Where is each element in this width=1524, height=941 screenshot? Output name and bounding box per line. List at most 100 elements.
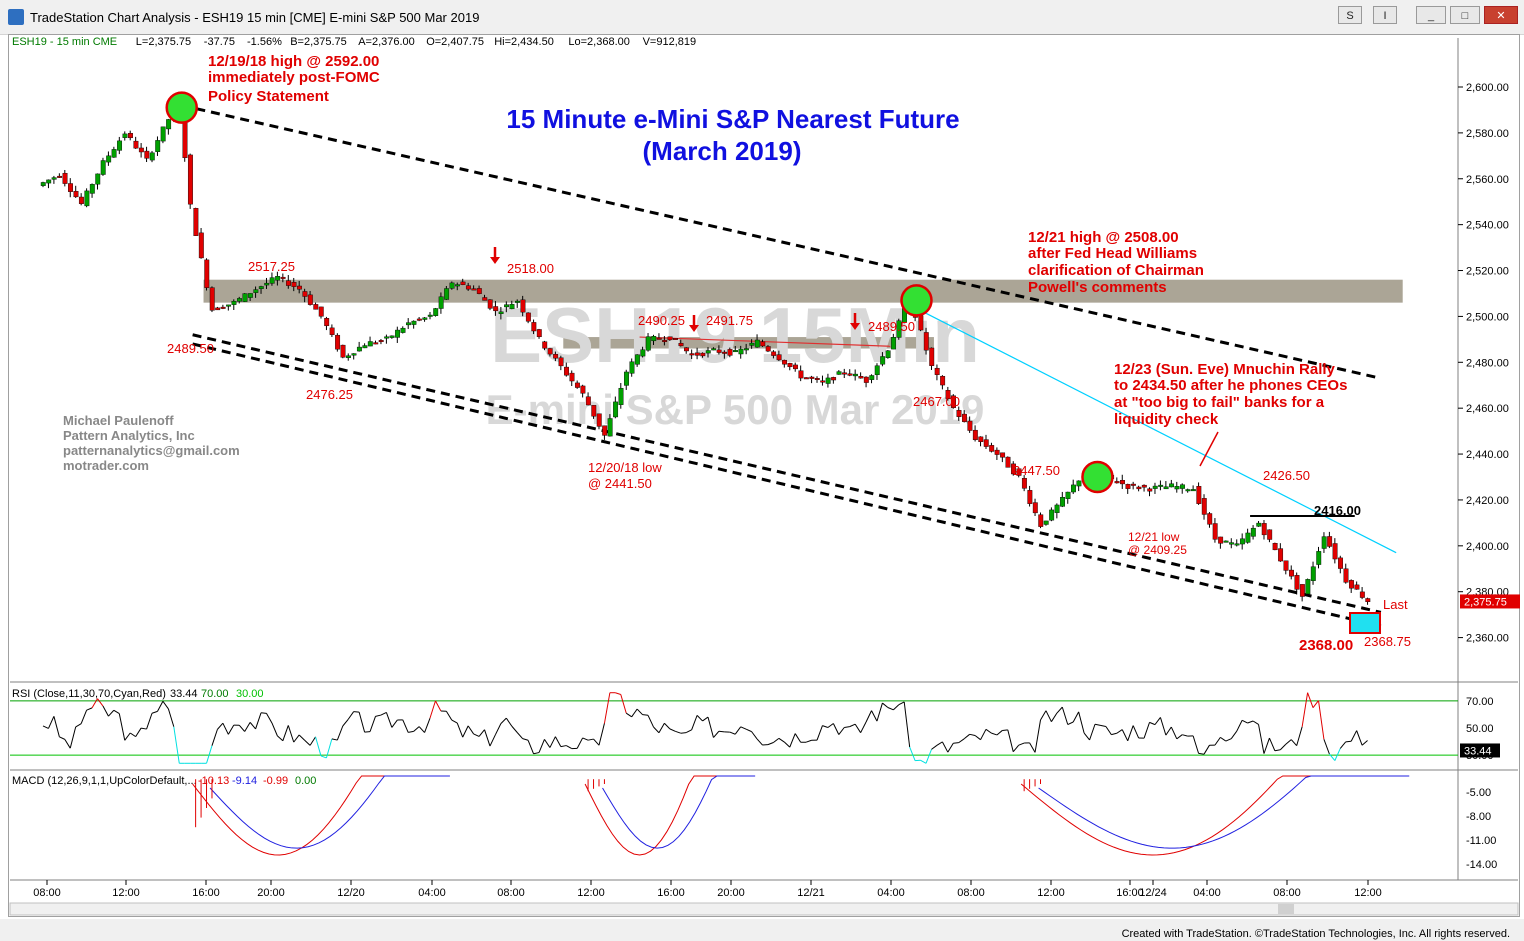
macd-value-4: 0.00 [295, 775, 316, 787]
rsi-segment [844, 726, 850, 728]
rsi-segment [849, 723, 856, 728]
rsi-segment [91, 698, 98, 709]
rsi-segment [740, 726, 747, 730]
rsi-segment [298, 734, 305, 741]
annotation-label: immediately post-FOMC [208, 69, 380, 86]
rsi-segment [1002, 729, 1008, 731]
rsi-segment [920, 759, 927, 764]
close-button[interactable]: ✕ [1484, 6, 1518, 24]
rsi-last-flag [1460, 743, 1500, 758]
rsi-segment [1230, 730, 1238, 739]
status-bar [0, 919, 1524, 941]
rsi-os-level: 30.00 [236, 688, 264, 700]
header-field: L=2,375.75 [136, 36, 191, 48]
rsi-segment [1356, 730, 1363, 746]
candle [1201, 498, 1207, 515]
author-line: Pattern Analytics, Inc [63, 428, 195, 443]
rsi-segment [1220, 736, 1227, 742]
candle [1065, 491, 1071, 499]
candle [738, 348, 744, 355]
callout-line [1199, 431, 1219, 467]
rsi-segment [1317, 700, 1325, 740]
symbol-button[interactable]: S [1338, 6, 1362, 24]
time-tick-label: 12:00 [1037, 887, 1065, 899]
macd-tick-label: -11.00 [1466, 835, 1496, 847]
candle [1049, 509, 1055, 521]
candle [356, 346, 362, 352]
candle [536, 329, 542, 338]
candle [1207, 513, 1213, 525]
minimize-button[interactable]: _ [1416, 6, 1446, 24]
rsi-segment [102, 705, 109, 717]
rsi-segment [1111, 732, 1117, 736]
horizontal-scrollbar[interactable] [9, 902, 1519, 916]
candle [335, 334, 341, 350]
candle [160, 126, 166, 142]
candle [166, 119, 172, 130]
rsi-segment [1061, 706, 1069, 725]
rsi-segment [1165, 726, 1172, 736]
candle [885, 350, 891, 358]
time-tick-label: 16:00 [657, 887, 685, 899]
annotation-label: 2490.25 [638, 313, 685, 328]
candle [1180, 484, 1185, 489]
chart-frame [8, 34, 1520, 917]
candle [1294, 575, 1300, 590]
rsi-segment [1018, 742, 1025, 746]
rsi-segment [538, 739, 545, 753]
candle [847, 373, 853, 376]
time-tick-label: 08:00 [957, 887, 985, 899]
candle [1141, 484, 1147, 488]
rsi-segment [696, 715, 703, 722]
time-tick-label: 12/20 [337, 887, 365, 899]
high-circle-1223 [1081, 460, 1114, 494]
rsi-segment [1350, 730, 1358, 742]
candle [553, 353, 559, 359]
rsi-segment [1203, 744, 1210, 755]
candle [482, 297, 488, 301]
price-tick-label: 2,520.00 [1466, 266, 1509, 278]
candle [1354, 584, 1360, 590]
time-tick-label: 12:00 [577, 887, 605, 899]
candle [1343, 568, 1349, 583]
candle [78, 196, 84, 204]
rsi-segment [1050, 712, 1058, 722]
candle [951, 395, 956, 408]
rsi-segment [1159, 717, 1167, 736]
rsi-segment [369, 716, 376, 732]
candle [1321, 536, 1327, 549]
candle [242, 293, 248, 302]
header-field: A=2,376.00 [358, 36, 415, 48]
scrollbar-thumb[interactable] [1278, 904, 1294, 914]
candle [1305, 579, 1311, 595]
rsi-segment [1241, 719, 1248, 724]
candle [624, 371, 629, 386]
candle [1054, 504, 1060, 513]
candle [138, 147, 144, 153]
rsi-segment [554, 736, 562, 747]
maximize-button[interactable]: □ [1450, 6, 1480, 24]
annotation-label: 12/21 low [1128, 530, 1180, 544]
rsi-tick-label: 70.00 [1466, 696, 1494, 708]
candle [743, 348, 749, 351]
candle [427, 314, 433, 317]
rsi-segment [642, 714, 649, 716]
price-tick-label: 2,580.00 [1466, 128, 1509, 140]
rsi-segment [1007, 729, 1014, 752]
rsi-segment [1192, 735, 1200, 754]
rsi-segment [320, 755, 327, 759]
candle [618, 387, 624, 405]
annotation-label: clarification of Chairman [1028, 262, 1204, 279]
rsi-segment [816, 725, 823, 741]
high-circle-1221 [900, 284, 933, 317]
rsi-segment [1329, 753, 1336, 761]
candle [613, 401, 619, 418]
candle [204, 259, 210, 288]
interval-button[interactable]: I [1373, 6, 1397, 24]
candle [1021, 478, 1027, 489]
rsi-segment [1176, 734, 1183, 740]
rsi-segment [854, 723, 862, 733]
rsi-segment [778, 737, 785, 743]
annotation-label: Last [1383, 597, 1408, 612]
candle [95, 173, 101, 185]
